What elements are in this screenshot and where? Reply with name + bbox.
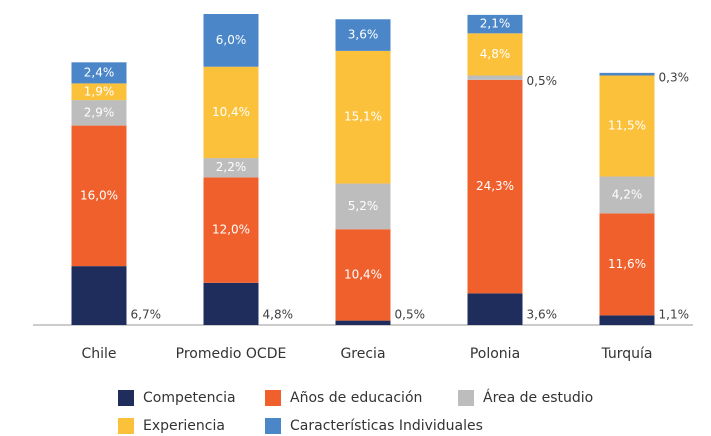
bar-segment [599, 213, 655, 316]
legend-label: Área de estudio [483, 389, 593, 406]
legend-swatch [118, 418, 134, 434]
value-label: 15,1% [344, 110, 382, 124]
bar-segment [335, 183, 391, 230]
bar-segment [335, 19, 391, 51]
value-label: 4,8% [480, 47, 511, 61]
bar-segment [203, 177, 259, 283]
x-tick-label: Chile [81, 346, 116, 362]
bar-segment [203, 282, 259, 325]
bar-segment [71, 83, 127, 101]
value-label: 2,4% [84, 65, 115, 79]
legend-label: Competencia [143, 390, 236, 406]
value-label: 5,2% [348, 199, 379, 213]
bar-segment [599, 72, 655, 76]
value-label: 12,0% [212, 223, 250, 237]
bar-segment [335, 50, 391, 184]
legend-label: Experiencia [143, 418, 225, 434]
value-label: 11,6% [608, 257, 646, 271]
value-label: 3,6% [527, 308, 558, 322]
bar-segment [203, 14, 259, 67]
value-label: 4,8% [263, 308, 294, 322]
legend-swatch [265, 418, 281, 434]
bar-segment [599, 315, 655, 325]
bar-segment [335, 320, 391, 325]
bar-segment [599, 75, 655, 177]
value-label: 4,2% [612, 187, 643, 201]
value-label: 2,9% [84, 105, 115, 119]
bar-segment [467, 33, 523, 76]
bar-segment [203, 66, 259, 159]
legend-swatch [265, 390, 281, 406]
legend-swatch [458, 390, 474, 406]
value-label: 1,9% [84, 84, 115, 98]
bar-segment [467, 75, 523, 80]
value-label: 0,3% [659, 71, 690, 85]
value-label: 1,1% [659, 308, 690, 322]
bar-segment [71, 100, 127, 126]
value-label: 6,0% [216, 33, 247, 47]
x-tick-label: Grecia [340, 346, 385, 362]
bar-segment [467, 293, 523, 325]
x-tick-label: Promedio OCDE [176, 346, 287, 362]
legend-label: Características Individuales [290, 418, 483, 434]
value-label: 11,5% [608, 119, 646, 133]
value-label: 0,5% [527, 74, 558, 88]
value-label: 3,6% [348, 28, 379, 42]
bar-segment [599, 176, 655, 214]
bar-segment [71, 266, 127, 325]
bar-segment [71, 125, 127, 267]
bar-segment [467, 79, 523, 294]
x-tick-label: Turquía [600, 346, 652, 362]
value-label: 2,1% [480, 17, 511, 31]
bar-segment [203, 158, 259, 178]
legend-swatch [118, 390, 134, 406]
bar-segment [335, 229, 391, 321]
value-label: 6,7% [131, 308, 162, 322]
value-label: 10,4% [344, 267, 382, 281]
legend-label: Años de educación [290, 390, 422, 406]
x-tick-label: Polonia [470, 346, 520, 362]
value-label: 16,0% [80, 188, 118, 202]
value-label: 24,3% [476, 179, 514, 193]
bar-segment [71, 62, 127, 84]
value-label: 10,4% [212, 105, 250, 119]
value-label: 2,2% [216, 160, 247, 174]
value-label: 0,5% [395, 308, 426, 322]
bar-segment [467, 14, 523, 34]
